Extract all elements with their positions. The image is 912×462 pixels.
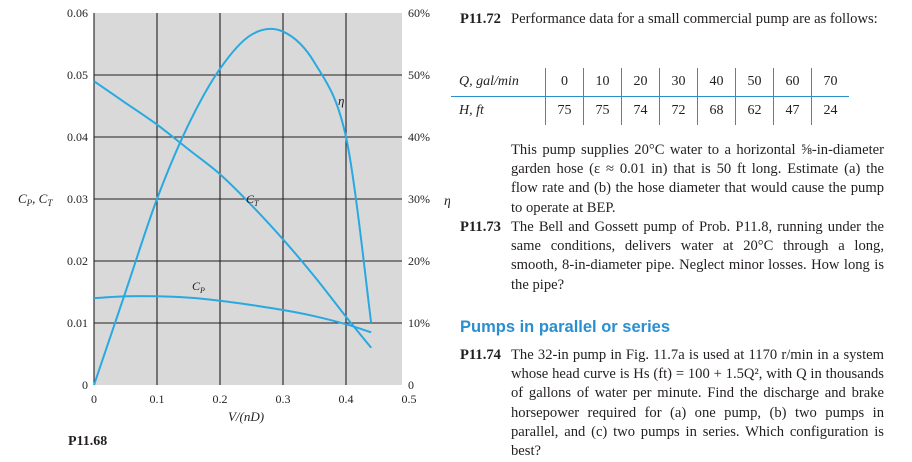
table-cell-h: 72 — [659, 96, 698, 125]
table-cell-h: 47 — [773, 96, 812, 125]
y-axis-label-left: CP, CT — [18, 191, 53, 208]
y-tick-label: 0.01 — [67, 316, 88, 330]
table-cell-h: 74 — [621, 96, 660, 125]
series-line-eta — [93, 27, 373, 386]
series-line-c-p — [93, 295, 372, 334]
problem-number: P11.73 — [460, 219, 501, 235]
problem-intro: Performance data for a small commercial … — [511, 11, 878, 28]
problem-number: P11.74 — [460, 347, 501, 363]
left-axis-ticks: 0.06 0.05 0.04 0.03 0.02 0.01 0 — [67, 6, 88, 392]
x-tick-label: 0 — [91, 392, 97, 406]
y-tick-label: 0.05 — [67, 68, 88, 82]
x-axis-ticks: 0 0.1 0.2 0.3 0.4 0.5 — [91, 392, 417, 406]
y2-tick-label: 60% — [408, 6, 430, 20]
eta-curve-label: η — [338, 93, 344, 108]
y2-tick-label: 50% — [408, 68, 430, 82]
x-tick-label: 0.5 — [402, 392, 417, 406]
table-cell-h: 24 — [811, 96, 849, 125]
right-axis-ticks: 60% 50% 40% 30% 20% 10% 0 — [408, 6, 430, 392]
y-tick-label: 0 — [82, 378, 88, 392]
x-tick-label: 0.4 — [339, 392, 354, 406]
y2-tick-label: 40% — [408, 130, 430, 144]
pump-data-table: Q, gal/min 0 10 20 30 40 50 60 70 H, ft 75 75 74 7… — [451, 68, 849, 125]
table-cell-h: 75 — [583, 96, 622, 125]
table-cell-q: 30 — [659, 68, 698, 97]
table-cell-h: 75 — [545, 96, 584, 125]
series-line-c-t — [93, 80, 372, 349]
problem-p1172: P11.72 Performance data for a small comm… — [460, 10, 884, 29]
x-axis-label: V/(nD) — [228, 409, 264, 424]
y-tick-label: 0.06 — [67, 6, 88, 20]
table-cell-q: 60 — [773, 68, 812, 97]
table-header-q: Q, gal/min — [451, 68, 546, 97]
problem-p1174: P11.74 The 32-in pump in Fig. 11.7a is u… — [460, 346, 884, 461]
problem-body: The 32-in pump in Fig. 11.7a is used at … — [511, 347, 884, 460]
problem-p1173: P11.73 The Bell and Gossett pump of Prob… — [460, 218, 884, 295]
table-cell-q: 0 — [545, 68, 584, 97]
table-cell-q: 70 — [811, 68, 849, 97]
problem-number: P11.72 — [460, 11, 501, 27]
table-cell-q: 50 — [735, 68, 774, 97]
chart-grid — [93, 13, 402, 385]
table-header-h: H, ft — [459, 103, 484, 118]
table-cell-q: 10 — [583, 68, 622, 97]
pump-performance-chart: 0.06 0.05 0.04 0.03 0.02 0.01 0 60% 50% 40% 30% 20… — [18, 6, 450, 449]
x-tick-label: 0.1 — [150, 392, 165, 406]
problem-body: This pump supplies 20°C water to a horiz… — [511, 142, 884, 216]
y-tick-label: 0.03 — [67, 192, 88, 206]
y2-tick-label: 0 — [408, 378, 414, 392]
problem-p1172-body: This pump supplies 20°C water to a horiz… — [511, 141, 884, 218]
table-cell-q: 20 — [621, 68, 660, 97]
y-axis-label-right: η — [444, 194, 450, 209]
y2-tick-label: 20% — [408, 254, 430, 268]
table-cell-h: 62 — [735, 96, 774, 125]
y-tick-label: 0.02 — [67, 254, 88, 268]
y-tick-label: 0.04 — [67, 130, 88, 144]
table-cell-q: 40 — [697, 68, 736, 97]
table-row-h: H, ft 75 75 74 72 68 62 47 24 — [451, 96, 849, 125]
chart-curves — [93, 27, 373, 386]
x-tick-label: 0.2 — [213, 392, 228, 406]
y2-tick-label: 30% — [408, 192, 430, 206]
section-heading: Pumps in parallel or series — [460, 318, 671, 336]
problem-body: The Bell and Gossett pump of Prob. P11.8… — [511, 219, 884, 293]
x-tick-label: 0.3 — [276, 392, 291, 406]
table-cell-h: 68 — [697, 96, 736, 125]
y2-tick-label: 10% — [408, 316, 430, 330]
table-row-q: Q, gal/min 0 10 20 30 40 50 60 70 — [451, 68, 849, 97]
figure-label: P11.68 — [68, 434, 107, 449]
